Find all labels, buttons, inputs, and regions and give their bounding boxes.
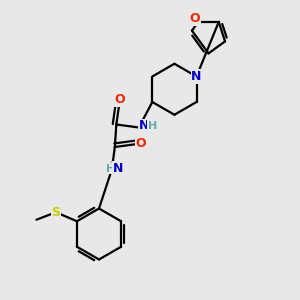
Text: N: N (139, 119, 149, 133)
Text: O: O (136, 137, 146, 151)
Text: O: O (114, 93, 124, 106)
Text: H: H (148, 121, 157, 131)
Text: N: N (113, 162, 124, 175)
Text: S: S (51, 206, 60, 219)
Text: O: O (189, 12, 200, 25)
Text: H: H (106, 164, 115, 174)
Text: N: N (191, 70, 202, 83)
